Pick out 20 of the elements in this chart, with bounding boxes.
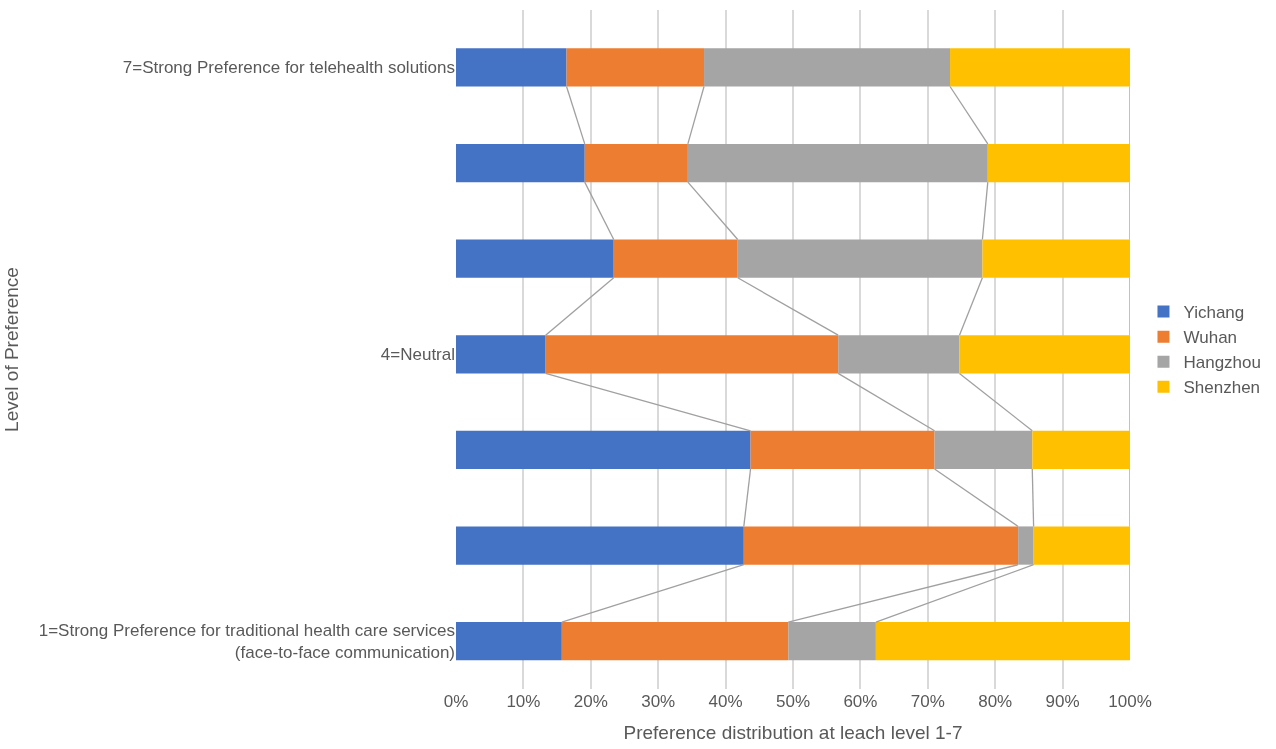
x-tick-label: 10%	[506, 692, 541, 711]
legend-label: Yichang	[1183, 303, 1245, 323]
y-tick-label: 1=Strong Preference for traditional health care services (face-to-face communication)	[38, 621, 455, 663]
x-tick-label: 0%	[443, 692, 469, 711]
x-tick-label: 80%	[978, 692, 1013, 711]
x-tick-label: 100%	[1108, 692, 1152, 711]
y-tick-label: 7=Strong Preference for telehealth solutions	[122, 58, 455, 78]
legend-label: Hangzhou	[1183, 353, 1261, 373]
x-tick-label: 30%	[641, 692, 676, 711]
x-tick-label: 40%	[708, 692, 743, 711]
x-tick-label: 70%	[910, 692, 945, 711]
x-tick-label: 90%	[1045, 692, 1080, 711]
y-axis-title: Level of Preference	[0, 267, 22, 432]
legend-label: Shenzhen	[1183, 378, 1261, 398]
x-axis-title: Preference distribution at leach level 1-7	[623, 721, 963, 743]
y-tick-label: 4=Neutral	[380, 345, 455, 365]
x-tick-label: 20%	[573, 692, 608, 711]
legend-label: Wuhan	[1183, 328, 1238, 348]
x-tick-label: 60%	[843, 692, 878, 711]
x-tick-label: 50%	[775, 692, 811, 711]
